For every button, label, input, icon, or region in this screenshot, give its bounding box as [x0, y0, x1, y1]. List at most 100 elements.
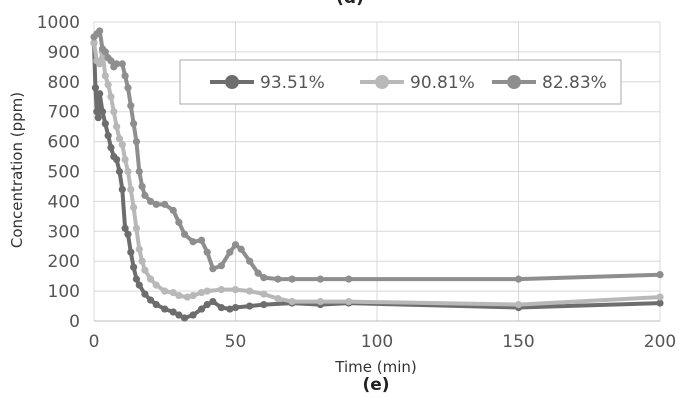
data-point: [124, 167, 132, 176]
data-point: [135, 245, 143, 253]
data-point: [147, 296, 155, 304]
data-point: [203, 248, 211, 256]
legend-marker: [225, 75, 239, 89]
data-point: [141, 191, 149, 200]
data-point: [132, 224, 141, 232]
data-point: [316, 275, 324, 283]
data-point: [147, 275, 155, 283]
y-tick-label: 900: [48, 43, 80, 63]
data-point: [260, 274, 268, 282]
data-point: [345, 275, 353, 283]
data-point: [260, 300, 268, 309]
legend-marker: [507, 75, 521, 89]
data-point: [96, 27, 104, 35]
data-point: [110, 108, 118, 116]
data-point: [169, 308, 177, 316]
data-point: [237, 245, 245, 253]
data-point: [316, 297, 324, 306]
data-point: [127, 248, 135, 256]
data-point: [127, 185, 135, 194]
data-point: [231, 241, 240, 249]
data-point: [138, 182, 146, 191]
data-point: [169, 288, 177, 297]
y-tick-label: 500: [48, 163, 80, 183]
data-point: [101, 48, 109, 56]
x-tick-label: 100: [361, 332, 393, 352]
legend-label: 90.81%: [410, 73, 475, 93]
data-point: [107, 57, 115, 65]
data-point: [161, 200, 169, 208]
y-tick-label: 800: [48, 73, 80, 93]
data-point: [118, 185, 126, 194]
data-point: [121, 72, 129, 80]
data-point: [138, 257, 146, 265]
data-point: [107, 143, 115, 152]
data-point: [141, 290, 149, 298]
data-point: [197, 305, 206, 313]
data-point: [656, 293, 664, 301]
data-point: [274, 294, 282, 303]
x-tick-label: 50: [225, 332, 247, 352]
y-tick-label: 400: [48, 192, 80, 212]
data-point: [514, 275, 523, 283]
data-point: [288, 297, 296, 306]
data-point: [189, 291, 197, 300]
data-point: [217, 286, 225, 294]
top-panel-label: (d): [336, 0, 364, 8]
data-point: [226, 248, 234, 256]
data-point: [209, 297, 217, 306]
data-point: [132, 275, 141, 283]
data-point: [141, 266, 149, 274]
data-point: [161, 287, 169, 295]
data-point: [104, 81, 112, 89]
data-point: [130, 120, 138, 128]
data-point: [175, 311, 183, 319]
data-point: [113, 155, 121, 164]
data-point: [113, 60, 121, 68]
y-axis-label: Concentration (ppm): [8, 92, 26, 248]
plot-series: [90, 27, 664, 322]
data-point: [189, 238, 197, 246]
data-point: [90, 39, 98, 47]
data-point: [183, 293, 191, 301]
data-point: [197, 288, 206, 297]
data-point: [175, 218, 183, 226]
series-1: [90, 39, 664, 322]
data-point: [130, 203, 138, 211]
y-tick-label: 100: [48, 282, 80, 302]
data-point: [345, 297, 353, 306]
axes: 0 100 200 300 400 500 600 700 800 900 1000 0 50 100 15…: [37, 13, 676, 352]
data-point: [132, 138, 141, 146]
data-point: [96, 90, 104, 98]
data-point: [93, 108, 101, 116]
data-point: [217, 262, 225, 270]
data-point: [203, 300, 211, 309]
data-point: [254, 269, 262, 277]
x-tick-label: 0: [89, 332, 100, 352]
data-point: [135, 281, 143, 289]
y-tick-label: 200: [48, 252, 80, 272]
y-tick-label: 1000: [37, 13, 80, 33]
y-tick-label: 0: [69, 312, 80, 332]
data-point: [124, 230, 132, 238]
data-point: [514, 300, 523, 309]
data-point: [246, 302, 254, 310]
series-3: [90, 27, 664, 283]
data-point: [107, 93, 115, 101]
data-point: [189, 311, 197, 319]
data-point: [118, 140, 126, 149]
data-point: [94, 114, 102, 122]
data-point: [101, 120, 109, 128]
legend-label: 93.51%: [260, 73, 325, 93]
data-point: [152, 200, 160, 208]
data-point: [96, 60, 104, 68]
data-point: [180, 314, 189, 322]
data-point: [152, 300, 160, 309]
y-tick-label: 300: [48, 222, 80, 242]
data-point: [124, 84, 132, 92]
legend: 93.51% 90.81% 82.83%: [179, 59, 622, 105]
legend-label: 82.83%: [542, 73, 607, 93]
data-point: [121, 155, 129, 164]
x-tick-label: 150: [502, 332, 534, 352]
data-point: [113, 123, 121, 131]
